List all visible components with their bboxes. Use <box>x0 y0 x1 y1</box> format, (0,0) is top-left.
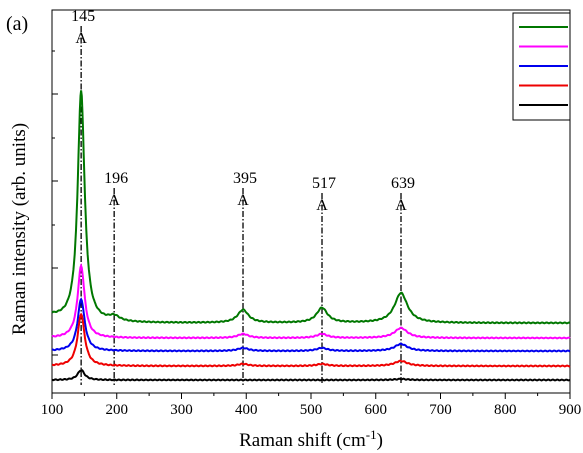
peak-mode-label: A <box>316 197 328 214</box>
x-tick-label: 700 <box>429 402 452 418</box>
series-line <box>51 90 571 325</box>
x-tick-label: 900 <box>559 402 582 418</box>
peak-position-label: 639 <box>391 175 415 192</box>
peak-position-label: 145 <box>71 8 95 25</box>
series-line <box>51 297 571 353</box>
x-tick-label: 300 <box>170 402 193 418</box>
peak-mode-label: A <box>75 30 87 47</box>
panel-label: (a) <box>6 13 28 35</box>
peak-position-label: 517 <box>312 175 336 192</box>
x-axis-label: Raman shift (cm-1) <box>239 427 383 451</box>
peak-mode-label: A <box>108 192 120 209</box>
peak-mode-label: A <box>237 192 249 209</box>
peak-position-label: 395 <box>233 170 257 187</box>
x-tick-label: 100 <box>41 402 64 418</box>
x-tick-label: 500 <box>300 402 323 418</box>
x-tick-label: 600 <box>365 402 388 418</box>
peak-position-label: 196 <box>104 170 128 187</box>
y-axis-label: Raman intensity (arb. units) <box>9 123 30 335</box>
peak-mode-label: A <box>395 197 407 214</box>
x-tick-label: 200 <box>106 402 129 418</box>
series-line <box>51 312 571 368</box>
x-tick-label: 800 <box>494 402 517 418</box>
series-line <box>51 369 571 382</box>
series-line <box>51 262 571 340</box>
x-tick-label: 400 <box>235 402 258 418</box>
